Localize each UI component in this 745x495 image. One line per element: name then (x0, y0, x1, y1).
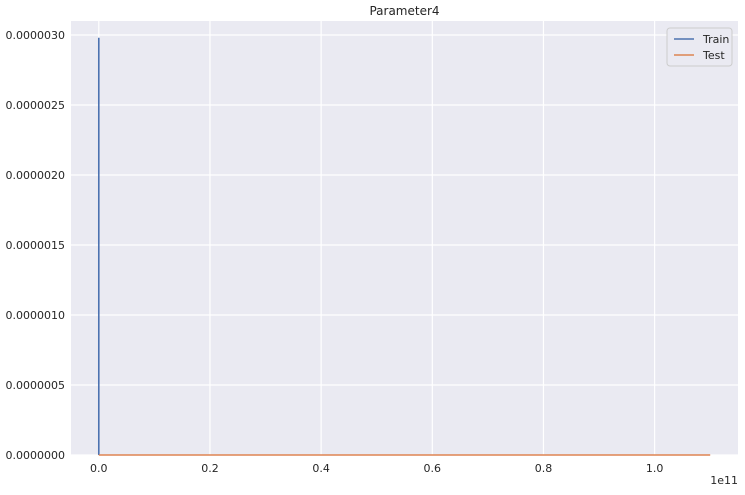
y-tick-label: 0.0000025 (6, 99, 66, 112)
x-tick-label: 0.2 (201, 462, 219, 475)
x-tick-label: 0.8 (535, 462, 553, 475)
x-tick-label: 0.6 (424, 462, 442, 475)
y-tick-label: 0.0000030 (6, 29, 66, 42)
y-tick-label: 0.0000000 (6, 449, 66, 462)
legend: Train Test (667, 28, 732, 66)
legend-train-label: Train (702, 33, 729, 46)
x-offset-label: 1e11 (710, 474, 738, 487)
y-tick-label: 0.0000015 (6, 239, 66, 252)
x-tick-label: 0.0 (90, 462, 108, 475)
x-tick-label: 0.4 (312, 462, 330, 475)
plot-area (71, 21, 738, 455)
y-tick-label: 0.0000020 (6, 169, 66, 182)
x-tick-label: 1.0 (646, 462, 664, 475)
legend-test-label: Test (702, 49, 725, 62)
y-tick-label: 0.0000005 (6, 379, 66, 392)
chart-title: Parameter4 (369, 4, 439, 18)
y-tick-label: 0.0000010 (6, 309, 66, 322)
